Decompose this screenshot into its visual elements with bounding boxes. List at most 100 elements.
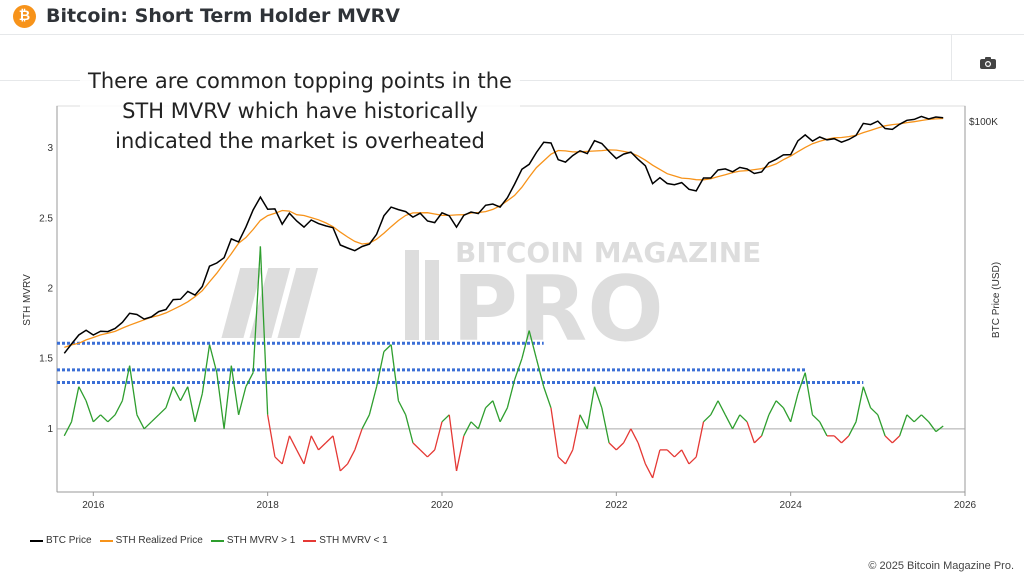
sth-mvrv-above-1-segment	[368, 386, 378, 415]
sth-mvrv-above-1-segment	[230, 365, 240, 415]
sth-mvrv-above-1-segment	[107, 414, 116, 423]
sth-mvrv-above-1-segment	[143, 421, 152, 430]
legend-item-btc-price[interactable]: BTC Price	[30, 535, 92, 546]
x-tick-label: 2020	[431, 500, 454, 511]
sth-mvrv-below-1-segment	[339, 463, 349, 472]
bitcoin-logo-icon: ₿	[13, 5, 36, 28]
sth-mvrv-above-1-segment	[158, 407, 167, 416]
sth-mvrv-above-1-segment	[739, 414, 748, 423]
y-tick-label: 2	[47, 283, 53, 294]
legend-label: STH Realized Price	[115, 535, 203, 546]
legend-swatch	[210, 539, 224, 542]
sth-mvrv-below-1-segment	[288, 435, 298, 451]
sth-mvrv-below-1-segment	[564, 449, 574, 465]
copyright: © 2025 Bitcoin Magazine Pro.	[868, 560, 1014, 572]
y-tick-label: 2.5	[39, 213, 53, 224]
sth-mvrv-above-1-segment	[63, 421, 73, 437]
sth-mvrv-below-1-segment	[303, 435, 312, 465]
sth-mvrv-above-1-segment	[179, 386, 189, 402]
legend-label: BTC Price	[46, 535, 92, 546]
sth-mvrv-above-1-segment	[579, 414, 588, 430]
annotation-text: There are common topping points in the S…	[80, 66, 520, 156]
sth-mvrv-below-1-segment	[332, 435, 341, 472]
page-title: Bitcoin: Short Term Holder MVRV	[46, 5, 400, 27]
sth-mvrv-above-1-segment	[208, 344, 218, 373]
sth-mvrv-above-1-segment	[136, 414, 145, 430]
sth-mvrv-above-1-segment	[485, 400, 494, 409]
sth-mvrv-above-1-segment	[586, 386, 596, 429]
sth-mvrv-above-1-segment	[920, 414, 930, 423]
legend-swatch	[303, 539, 317, 542]
sth-mvrv-below-1-segment	[666, 449, 675, 458]
y2-axis-label: BTC Price (USD)	[991, 262, 1002, 338]
sth-mvrv-below-1-segment	[310, 435, 320, 451]
toolbar-divider	[951, 35, 952, 80]
sth-mvrv-below-1-segment	[557, 456, 566, 465]
sth-mvrv-below-1-segment	[833, 435, 842, 444]
sth-mvrv-above-1-segment	[804, 372, 814, 415]
x-tick-label: 2024	[780, 500, 803, 511]
sth-mvrv-above-1-segment	[521, 330, 530, 359]
sth-mvrv-above-1-segment	[499, 407, 508, 423]
sth-mvrv-above-1-segment	[383, 344, 392, 353]
sth-mvrv-below-1-segment	[841, 435, 850, 444]
sth-mvrv-below-1-segment	[608, 442, 617, 451]
sth-mvrv-above-1-segment	[790, 393, 799, 422]
sth-mvrv-below-1-segment	[572, 414, 581, 451]
y-tick-label: 3	[47, 143, 53, 154]
sth-mvrv-below-1-segment	[346, 449, 356, 465]
sth-mvrv-above-1-segment	[543, 386, 552, 408]
watermark-line1: BITCOIN MAGAZINE	[455, 236, 761, 269]
y-tick-label: 1.5	[39, 354, 53, 365]
legend-item-sth-realized-price[interactable]: STH Realized Price	[99, 535, 203, 546]
sth-mvrv-below-1-segment	[427, 449, 436, 458]
y-tick-label: 1	[47, 424, 53, 435]
sth-mvrv-above-1-segment	[128, 365, 138, 415]
sth-mvrv-above-1-segment	[514, 358, 523, 380]
sth-mvrv-above-1-segment	[710, 400, 719, 416]
sth-mvrv-below-1-segment	[354, 428, 363, 451]
legend-label: STH MVRV > 1	[226, 535, 296, 546]
sth-mvrv-above-1-segment	[492, 400, 501, 423]
sth-mvrv-above-1-segment	[899, 414, 908, 437]
sth-mvrv-below-1-segment	[695, 421, 705, 458]
sth-mvrv-below-1-segment	[681, 449, 690, 465]
sth-mvrv-above-1-segment	[92, 414, 102, 423]
sth-mvrv-above-1-segment	[390, 344, 400, 401]
sth-mvrv-above-1-segment	[121, 365, 131, 401]
sth-mvrv-above-1-segment	[237, 386, 247, 415]
sth-mvrv-below-1-segment	[884, 435, 893, 444]
sth-mvrv-above-1-segment	[114, 400, 123, 416]
sth-mvrv-above-1-segment	[100, 414, 109, 423]
sth-mvrv-below-1-segment	[630, 428, 639, 444]
sth-mvrv-above-1-segment	[506, 379, 516, 408]
sth-mvrv-above-1-segment	[70, 386, 80, 422]
sth-mvrv-below-1-segment	[753, 435, 763, 444]
camera-icon[interactable]	[980, 57, 996, 69]
sth-mvrv-above-1-segment	[528, 330, 538, 359]
legend-swatch	[30, 539, 43, 542]
sth-mvrv-above-1-segment	[601, 407, 610, 444]
sth-mvrv-above-1-segment	[78, 386, 87, 402]
sth-mvrv-below-1-segment	[281, 435, 291, 465]
x-tick-label: 2022	[605, 500, 628, 511]
sth-mvrv-above-1-segment	[441, 414, 450, 423]
y2-tick-label: $100K	[969, 117, 998, 128]
legend-item-mvrv-above-1[interactable]: STH MVRV > 1	[210, 535, 296, 546]
sth-mvrv-below-1-segment	[615, 442, 625, 451]
sth-mvrv-above-1-segment	[223, 365, 232, 429]
sth-mvrv-above-1-segment	[768, 400, 777, 416]
legend-label: STH MVRV < 1	[319, 535, 388, 546]
sth-mvrv-above-1-segment	[397, 400, 407, 416]
sth-mvrv-below-1-segment	[644, 463, 654, 479]
sth-mvrv-above-1-segment	[361, 414, 370, 430]
legend-item-mvrv-below-1[interactable]: STH MVRV < 1	[303, 535, 388, 546]
sth-mvrv-above-1-segment	[252, 246, 262, 373]
sth-mvrv-above-1-segment	[928, 421, 937, 433]
sth-mvrv-above-1-segment	[717, 400, 726, 416]
sth-mvrv-below-1-segment	[448, 414, 458, 472]
sth-mvrv-below-1-segment	[652, 449, 661, 479]
sth-mvrv-above-1-segment	[848, 421, 857, 437]
sth-mvrv-below-1-segment	[434, 421, 443, 451]
sth-mvrv-above-1-segment	[172, 386, 182, 402]
